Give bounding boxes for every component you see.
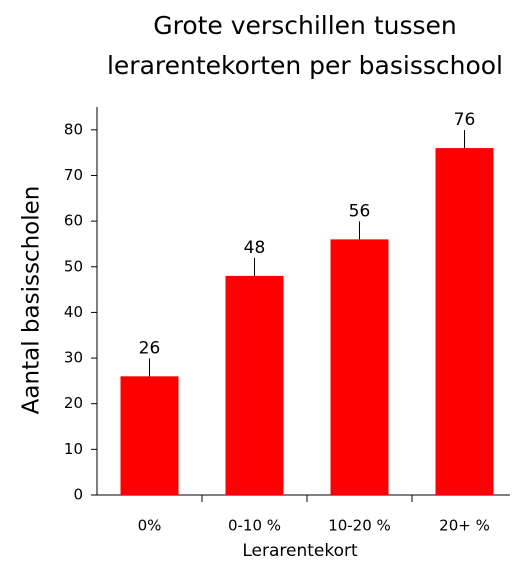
bar xyxy=(330,239,389,495)
y-axis-label: Aantal basisscholen xyxy=(19,186,45,415)
y-tick-label: 50 xyxy=(64,257,83,275)
x-tick-label: 0-10 % xyxy=(228,517,281,535)
y-tick-label: 40 xyxy=(64,303,83,321)
y-tick-label: 30 xyxy=(64,349,83,367)
y-tick-label: 80 xyxy=(64,120,83,138)
y-tick-label: 20 xyxy=(64,394,83,412)
y-tick-label: 10 xyxy=(64,440,83,458)
x-tick-label: 10-20 % xyxy=(328,517,391,535)
y-tick-label: 70 xyxy=(64,166,83,184)
x-axis-label: Lerarentekort xyxy=(242,541,358,561)
value-label: 26 xyxy=(139,338,161,358)
bar xyxy=(435,148,494,496)
x-tick-label: 20+ % xyxy=(439,517,490,535)
value-label: 76 xyxy=(454,110,476,130)
bar xyxy=(120,376,179,495)
chart-title: Grote verschillen tussen lerarentekorten… xyxy=(106,11,503,80)
bar xyxy=(225,275,284,495)
value-label: 48 xyxy=(244,238,266,258)
y-tick-label: 0 xyxy=(73,486,83,504)
y-tick-label: 60 xyxy=(64,212,83,230)
x-tick-label: 0% xyxy=(138,517,162,535)
value-label: 56 xyxy=(349,201,371,221)
